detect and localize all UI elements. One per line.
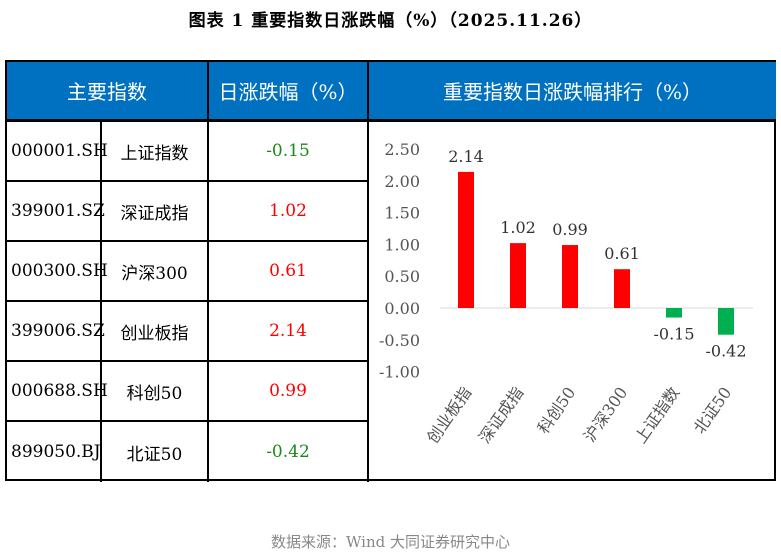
table-row: 399001.SZ 深证成指 1.02 [7, 182, 369, 242]
chart-title: 重要指数日涨跌幅排行（%） [369, 62, 776, 122]
bar [510, 243, 526, 308]
index-change: -0.15 [209, 122, 369, 180]
y-tick-label: 2.00 [384, 172, 420, 191]
bar [458, 171, 474, 308]
y-tick-label: -0.50 [379, 331, 420, 350]
table-row: 899050.BJ 北证50 -0.42 [7, 422, 369, 482]
bar [614, 269, 630, 308]
data-label: -0.42 [705, 342, 746, 361]
index-name: 深证成指 [102, 182, 209, 240]
index-code: 399006.SZ [7, 302, 105, 360]
y-tick-label: 2.50 [384, 140, 420, 159]
x-tick-label: 创业板指 [423, 383, 475, 446]
index-name: 沪深300 [102, 242, 209, 300]
data-label: 0.61 [604, 244, 640, 263]
header-index: 主要指数 [7, 62, 209, 122]
table-row: 399006.SZ 创业板指 2.14 [7, 302, 369, 362]
header-change: 日涨跌幅（%） [209, 62, 369, 122]
index-change: 0.99 [209, 362, 369, 420]
x-tick-label: 沪深300 [580, 383, 631, 445]
index-name: 科创50 [102, 362, 209, 420]
x-tick-label: 北证50 [690, 383, 736, 437]
index-name: 创业板指 [102, 302, 209, 360]
table-row: 000688.SH 科创50 0.99 [7, 362, 369, 422]
bar [666, 308, 682, 318]
y-tick-label: -1.00 [379, 363, 420, 382]
index-code: 399001.SZ [7, 182, 105, 240]
data-label: 2.14 [448, 147, 484, 166]
data-label: 1.02 [500, 218, 536, 237]
source-note: 数据来源：Wind 大同证券研究中心 [271, 533, 510, 551]
index-code: 000001.SH [7, 122, 108, 180]
index-change: 0.61 [209, 242, 369, 300]
index-change: 2.14 [209, 302, 369, 360]
index-code: 000688.SH [7, 362, 108, 420]
y-tick-label: 1.00 [384, 235, 420, 254]
table-frame: 主要指数 日涨跌幅（%） 重要指数日涨跌幅排行（%） 000001.SH 上证指… [5, 60, 776, 482]
y-tick-label: 0.00 [384, 299, 420, 318]
y-tick-label: 0.50 [384, 267, 420, 286]
index-change: -0.42 [209, 422, 369, 482]
data-label: 0.99 [552, 220, 588, 239]
index-change: 1.02 [209, 182, 369, 240]
x-tick-label: 深证成指 [475, 383, 527, 446]
table-row: 000001.SH 上证指数 -0.15 [7, 122, 369, 182]
figure-title: 图表 1 重要指数日涨跌幅（%）（2025.11.26） [188, 11, 593, 31]
index-name: 上证指数 [102, 122, 209, 180]
index-code: 000300.SH [7, 242, 108, 300]
x-tick-label: 科创50 [534, 383, 580, 437]
index-code: 899050.BJ [7, 422, 102, 482]
table-row: 000300.SH 沪深300 0.61 [7, 242, 369, 302]
data-label: -0.15 [653, 325, 694, 344]
x-tick-label: 上证指数 [631, 383, 683, 446]
index-name: 北证50 [102, 422, 209, 482]
y-tick-label: 1.50 [384, 204, 420, 223]
bar [562, 245, 578, 308]
bar [718, 308, 734, 335]
